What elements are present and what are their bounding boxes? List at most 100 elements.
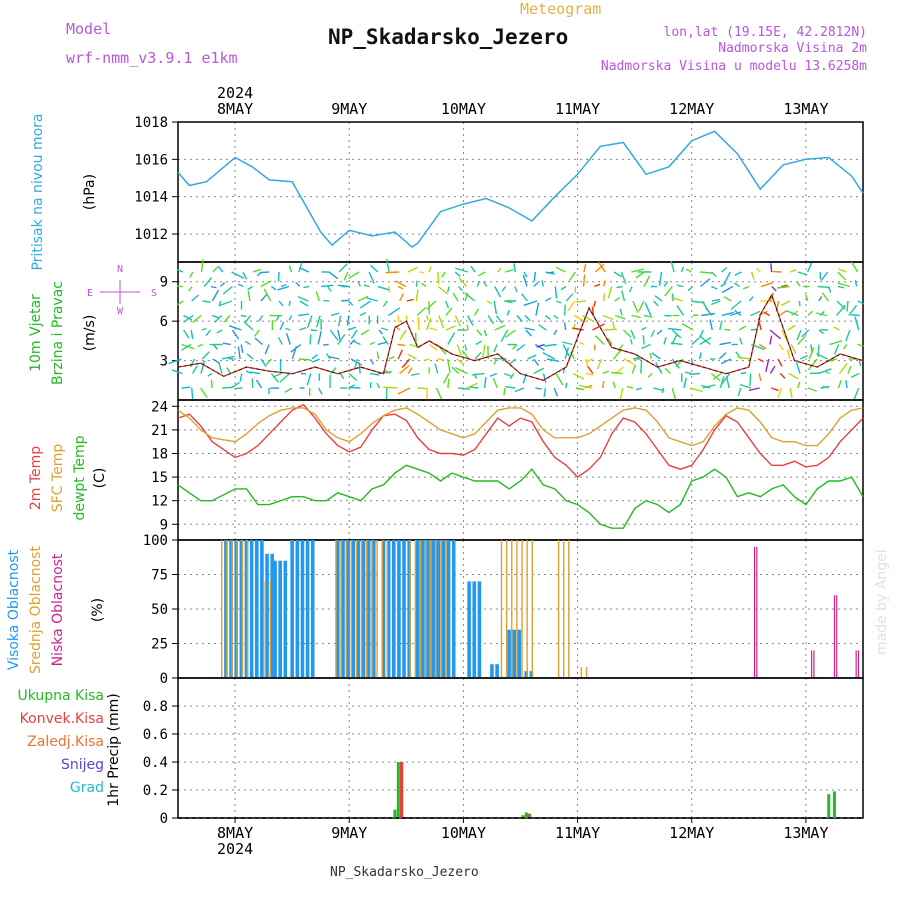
wind-arrow xyxy=(535,387,542,390)
cloud-bar xyxy=(278,560,282,678)
wind-arrow xyxy=(464,292,476,302)
precip-bar xyxy=(827,794,831,818)
cloud-bar xyxy=(426,540,430,678)
wind-arrow xyxy=(217,361,223,374)
wind-arrow xyxy=(533,367,545,375)
x-day-label-top: 13MAY xyxy=(783,100,828,118)
wind-arrow xyxy=(442,373,450,384)
wind-arrow xyxy=(808,347,815,360)
wind-arrow xyxy=(770,387,779,392)
wind-arrow xyxy=(630,338,633,345)
wind-arrow xyxy=(399,329,407,340)
y-tick-label: 0.2 xyxy=(143,783,168,799)
wind-arrow xyxy=(857,300,864,305)
wind-arrow xyxy=(177,269,184,273)
wind-arrow xyxy=(298,262,303,273)
cloud-bar xyxy=(440,540,442,678)
wind-arrow xyxy=(777,285,790,289)
wind-arrow xyxy=(315,291,320,302)
wind-arrow xyxy=(575,300,586,303)
wind-arrow xyxy=(399,293,405,302)
wind-arrow xyxy=(720,373,731,385)
wind-arrow xyxy=(329,329,339,341)
wind-arrow xyxy=(616,285,623,289)
wind-arrow xyxy=(544,343,557,347)
wind-arrow xyxy=(263,288,272,302)
cloud-bar xyxy=(229,540,233,678)
wind-arrow xyxy=(277,336,283,345)
wind-arrow xyxy=(845,329,851,342)
wind-arrow xyxy=(397,387,411,395)
wind-arrow xyxy=(514,387,525,393)
wind-arrow xyxy=(406,298,414,302)
cloud-bar xyxy=(366,540,368,678)
wind-arrow xyxy=(545,297,552,302)
wind-arrow xyxy=(737,356,751,360)
wind-arrow xyxy=(619,387,624,401)
wind-arrow xyxy=(651,352,661,360)
wind-arrow xyxy=(456,344,462,356)
wind-arrow xyxy=(661,387,665,394)
wind-arrow xyxy=(288,300,291,307)
wind-arrow xyxy=(527,354,537,360)
wind-arrow xyxy=(533,281,539,288)
wind-arrow xyxy=(663,281,669,287)
watermark: made by Angel xyxy=(874,549,890,655)
wind-arrow xyxy=(816,353,828,360)
wind-arrow xyxy=(228,325,242,331)
wind-arrow xyxy=(310,329,318,332)
wind-arrow xyxy=(347,300,354,306)
wind-arrow xyxy=(795,362,801,374)
precip-legend-item: Konvek.Kisa xyxy=(20,711,104,727)
wind-arrow xyxy=(437,271,440,284)
wind-arrow xyxy=(271,285,277,291)
wind-arrow xyxy=(317,330,322,345)
wind-arrow xyxy=(781,329,788,342)
cloud-bar xyxy=(557,540,560,678)
cloud-bar xyxy=(435,540,437,678)
wind-arrow xyxy=(461,349,470,360)
cloud-bar xyxy=(517,629,522,678)
wind-arrow xyxy=(777,358,783,367)
wind-arrow xyxy=(191,294,199,302)
wind-arrow xyxy=(309,334,312,345)
cloud-bar xyxy=(381,540,386,678)
wind-arrow xyxy=(382,300,388,307)
wind-arrow xyxy=(533,358,540,366)
wind-arrow xyxy=(168,358,182,365)
wind-arrow xyxy=(183,314,193,321)
cloud-bar xyxy=(231,540,233,678)
ylabel-wind-1: 10m Vjetar xyxy=(28,294,44,372)
y-tick-label: 1014 xyxy=(134,190,168,206)
wind-arrow xyxy=(388,356,395,360)
cloud-bar xyxy=(360,540,363,678)
wind-arrow xyxy=(760,282,774,288)
wind-arrow xyxy=(788,372,799,380)
wind-arrow xyxy=(641,326,647,331)
wind-arrow xyxy=(231,271,245,279)
wind-arrow xyxy=(337,334,346,345)
wind-arrow xyxy=(546,271,555,274)
wind-arrow xyxy=(347,326,357,331)
wind-arrow xyxy=(260,358,267,368)
wind-arrow xyxy=(780,300,790,307)
wind-arrow xyxy=(182,329,190,339)
precip-legend-item: Snijeg xyxy=(61,757,104,773)
wind-arrow xyxy=(739,337,743,345)
wind-arrow xyxy=(317,387,323,395)
wind-arrow xyxy=(601,380,605,389)
wind-arrow xyxy=(765,358,770,372)
wind-arrow xyxy=(593,300,597,307)
ylabel-cloud-high: Visoka Oblacnost xyxy=(6,549,22,670)
wind-arrow xyxy=(799,354,808,360)
wind-arrow xyxy=(643,314,653,318)
wind-arrow xyxy=(575,387,585,391)
wind-arrow xyxy=(290,343,302,353)
wind-arrow xyxy=(631,364,637,374)
wind-arrow xyxy=(341,299,349,302)
wind-arrow xyxy=(380,327,389,331)
cloud-bar xyxy=(371,540,373,678)
wind-arrow xyxy=(401,358,411,368)
wind-arrow xyxy=(503,372,513,378)
